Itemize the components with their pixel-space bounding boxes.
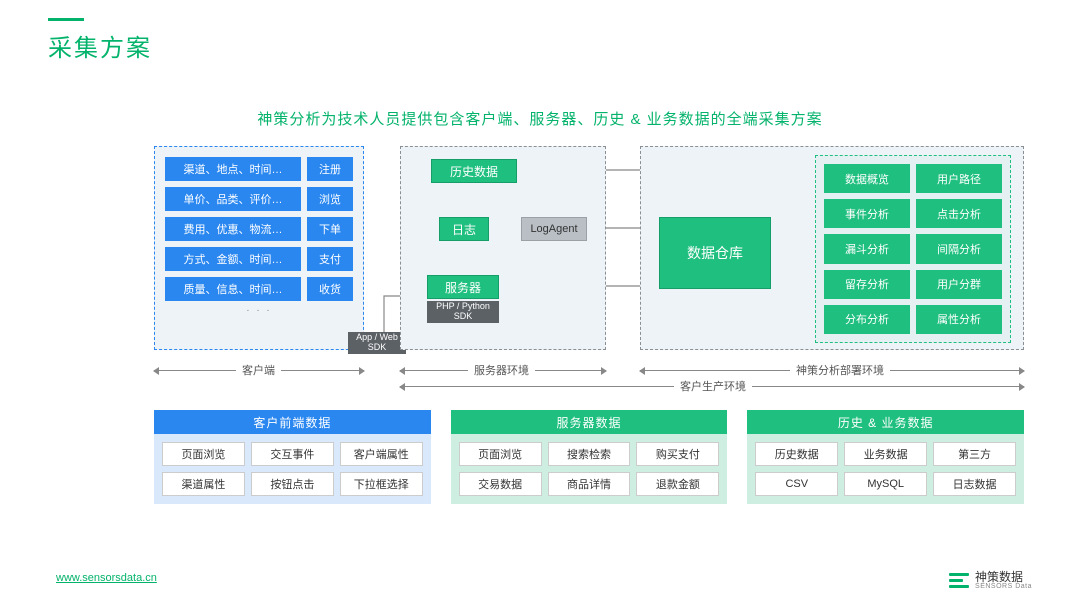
source-cell: 历史数据	[755, 442, 838, 466]
brand-block: 神策数据 SENSORS Data	[949, 570, 1032, 590]
section-label-prod-env: 客户生产环境	[674, 378, 752, 394]
source-cell: 购买支付	[636, 442, 719, 466]
client-action: 收货	[307, 277, 353, 301]
analysis-cell: 用户分群	[916, 270, 1002, 299]
source-cell: 页面浏览	[459, 442, 542, 466]
analysis-cell: 间隔分析	[916, 234, 1002, 263]
brand-text: 神策数据 SENSORS Data	[975, 571, 1032, 590]
accent-bar	[48, 18, 84, 21]
client-action: 支付	[307, 247, 353, 271]
client-desc: 单价、品类、评价…	[165, 187, 301, 211]
source-cell: 商品详情	[548, 472, 631, 496]
source-cell: 退款金额	[636, 472, 719, 496]
source-head: 历史 & 业务数据	[747, 410, 1024, 434]
client-row: 方式、金额、时间…支付	[165, 247, 353, 271]
source-cell: 下拉框选择	[340, 472, 423, 496]
source-cell: 渠道属性	[162, 472, 245, 496]
client-row: 费用、优惠、物流…下单	[165, 217, 353, 241]
section-label-server-env: 服务器环境	[468, 362, 535, 378]
diagram-canvas: 渠道、地点、时间…注册 单价、品类、评价…浏览 费用、优惠、物流…下单 方式、金…	[154, 146, 1024, 396]
source-cell: CSV	[755, 472, 838, 496]
analysis-cell: 漏斗分析	[824, 234, 910, 263]
source-body: 页面浏览 交互事件 客户端属性 渠道属性 按钮点击 下拉框选择	[154, 434, 431, 504]
brand-name: 神策数据	[975, 570, 1023, 584]
section-label-deploy-env: 神策分析部署环境	[790, 362, 890, 378]
client-row: 单价、品类、评价…浏览	[165, 187, 353, 211]
client-row: 质量、信息、时间…收货	[165, 277, 353, 301]
client-action: 注册	[307, 157, 353, 181]
sdk-label-server: PHP / Python SDK	[427, 301, 499, 323]
source-cell: 交易数据	[459, 472, 542, 496]
ellipsis: · · ·	[165, 305, 353, 316]
analysis-cell: 用户路径	[916, 164, 1002, 193]
source-panel-history: 历史 & 业务数据 历史数据 业务数据 第三方 CSV MySQL 日志数据	[747, 410, 1024, 504]
analysis-cell: 分布分析	[824, 305, 910, 334]
source-cell: 搜索检索	[548, 442, 631, 466]
source-cell: 日志数据	[933, 472, 1016, 496]
source-cell: 按钮点击	[251, 472, 334, 496]
client-panel: 渠道、地点、时间…注册 单价、品类、评价…浏览 费用、优惠、物流…下单 方式、金…	[154, 146, 364, 350]
client-desc: 渠道、地点、时间…	[165, 157, 301, 181]
source-panel-server: 服务器数据 页面浏览 搜索检索 购买支付 交易数据 商品详情 退款金额	[451, 410, 728, 504]
source-cell: MySQL	[844, 472, 927, 496]
source-cell: 交互事件	[251, 442, 334, 466]
client-action: 下单	[307, 217, 353, 241]
logagent-box: LogAgent	[521, 217, 587, 241]
data-warehouse-box: 数据仓库	[659, 217, 771, 289]
history-data-box: 历史数据	[431, 159, 517, 183]
brand-logo-icon	[949, 570, 969, 590]
server-box: 服务器	[427, 275, 499, 299]
client-desc: 方式、金额、时间…	[165, 247, 301, 271]
client-row: 渠道、地点、时间…注册	[165, 157, 353, 181]
server-env-panel: 历史数据 日志 LogAgent 服务器 PHP / Python SDK	[400, 146, 606, 350]
page-title: 采集方案	[48, 28, 152, 63]
analysis-cell: 事件分析	[824, 199, 910, 228]
log-box: 日志	[439, 217, 489, 241]
source-head: 服务器数据	[451, 410, 728, 434]
analysis-grid: 数据概览 用户路径 事件分析 点击分析 漏斗分析 间隔分析 留存分析 用户分群 …	[815, 155, 1011, 343]
brand-sub: SENSORS Data	[975, 583, 1032, 590]
footer-link[interactable]: www.sensorsdata.cn	[56, 572, 157, 584]
section-label-client: 客户端	[236, 362, 281, 378]
deploy-env-panel: 数据仓库 数据概览 用户路径 事件分析 点击分析 漏斗分析 间隔分析 留存分析 …	[640, 146, 1024, 350]
client-desc: 费用、优惠、物流…	[165, 217, 301, 241]
analysis-cell: 属性分析	[916, 305, 1002, 334]
source-head: 客户前端数据	[154, 410, 431, 434]
source-panel-client: 客户前端数据 页面浏览 交互事件 客户端属性 渠道属性 按钮点击 下拉框选择	[154, 410, 431, 504]
client-action: 浏览	[307, 187, 353, 211]
source-cell: 第三方	[933, 442, 1016, 466]
source-cell: 业务数据	[844, 442, 927, 466]
source-cell: 页面浏览	[162, 442, 245, 466]
source-body: 历史数据 业务数据 第三方 CSV MySQL 日志数据	[747, 434, 1024, 504]
client-desc: 质量、信息、时间…	[165, 277, 301, 301]
data-source-row: 客户前端数据 页面浏览 交互事件 客户端属性 渠道属性 按钮点击 下拉框选择 服…	[154, 410, 1024, 504]
page-subtitle: 神策分析为技术人员提供包含客户端、服务器、历史 & 业务数据的全端采集方案	[0, 108, 1080, 129]
source-body: 页面浏览 搜索检索 购买支付 交易数据 商品详情 退款金额	[451, 434, 728, 504]
analysis-cell: 数据概览	[824, 164, 910, 193]
analysis-cell: 留存分析	[824, 270, 910, 299]
source-cell: 客户端属性	[340, 442, 423, 466]
analysis-cell: 点击分析	[916, 199, 1002, 228]
sdk-label-client: App / Web SDK	[348, 332, 406, 354]
